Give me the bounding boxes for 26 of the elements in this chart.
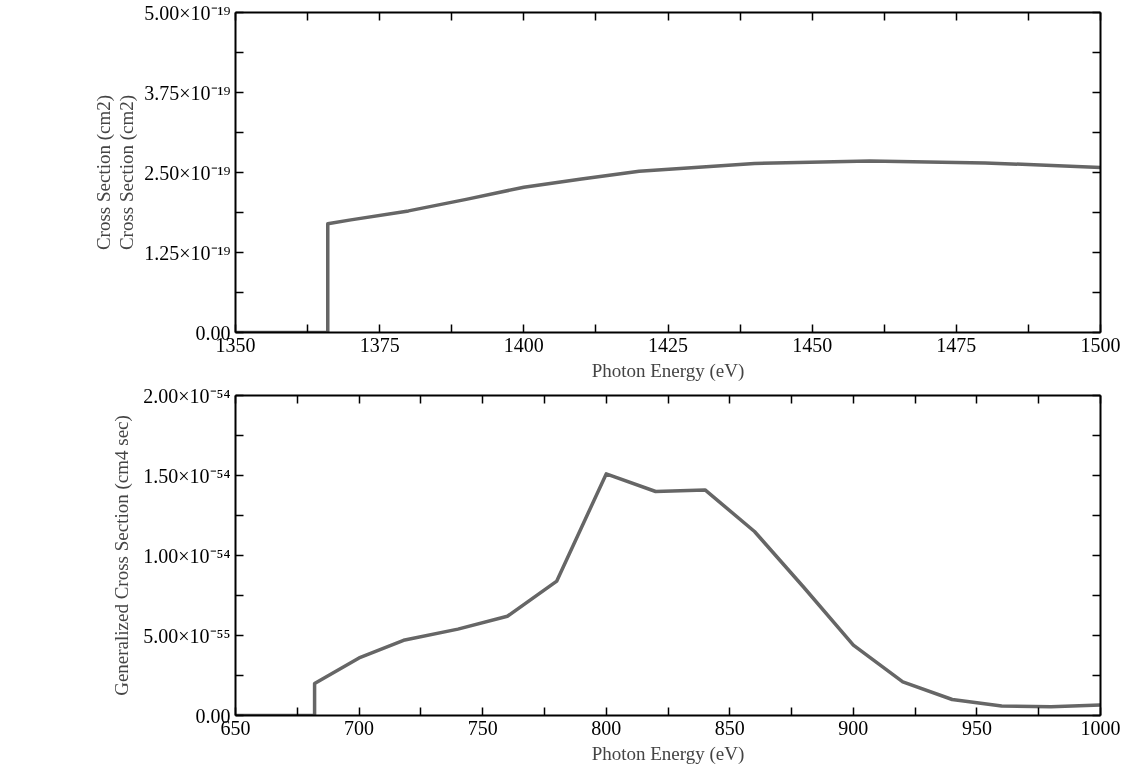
y-tick-label: 1.25×10⁻¹⁹ [144,241,231,264]
x-tick-label: 1425 [648,333,688,356]
y-axis-title: Cross Section (cm2) [92,94,115,251]
x-tick-label: 1475 [936,333,977,356]
x-tick-label: 1450 [792,333,833,356]
y-tick-label: 3.75×10⁻¹⁹ [144,81,231,104]
y-tick-label: 1.00×10⁻⁵⁴ [143,544,231,567]
x-tick-label: 900 [838,716,869,739]
y-tick-label: 2.50×10⁻¹⁹ [144,161,231,184]
y-tick-label: 5.00×10⁻⁵⁵ [143,624,231,647]
x-tick-label: 800 [591,716,622,739]
x-tick-label: 1000 [1080,716,1121,739]
x-tick-label: 1375 [359,333,400,356]
y-tick-label: 2.00×10⁻⁵⁴ [143,384,231,407]
x-tick-label: 850 [714,716,745,739]
x-axis-title: Photon Energy (eV) [591,742,745,765]
x-axis-title: Photon Energy (eV) [591,359,745,382]
x-tick-label: 950 [961,716,992,739]
x-tick-label: 1500 [1080,333,1121,356]
text: Cross Section (cm2) [116,94,139,251]
y-tick-label: 5.00×10⁻¹⁹ [144,1,231,24]
y-axis-title: Generalized Cross Section (cm4 sec) [111,415,134,696]
x-tick-label: 750 [467,716,498,739]
x-tick-label: 700 [344,716,375,739]
x-tick-label: 1400 [503,333,544,356]
y-tick-label: 1.50×10⁻⁵⁴ [143,464,231,487]
